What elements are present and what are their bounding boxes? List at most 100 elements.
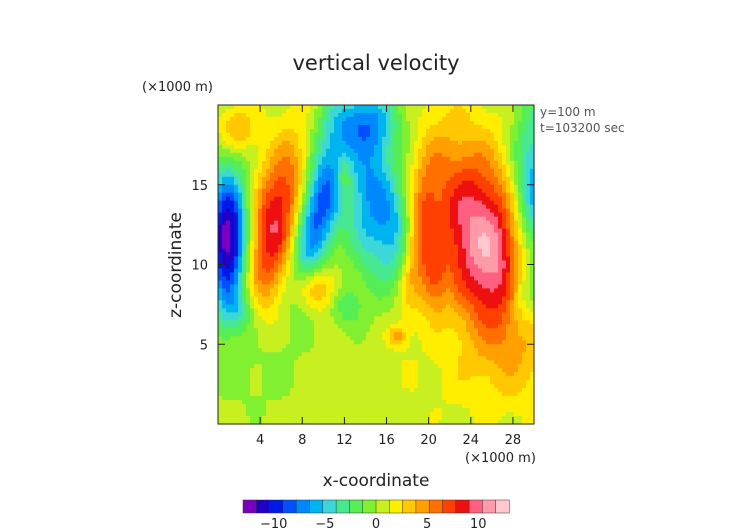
heatmap-cell	[270, 236, 275, 242]
heatmap-cell	[458, 324, 463, 329]
heatmap-cell	[250, 128, 255, 134]
heatmap-cell	[398, 232, 403, 238]
heatmap-cell	[430, 316, 435, 321]
heatmap-cell	[482, 352, 487, 357]
heatmap-cell	[378, 248, 383, 254]
heatmap-cell	[258, 356, 263, 361]
heatmap-cell	[258, 252, 263, 258]
heatmap-cell	[366, 164, 371, 170]
heatmap-cell	[514, 164, 519, 170]
heatmap-cell	[218, 196, 223, 202]
heatmap-cell	[454, 260, 459, 266]
heatmap-cell	[378, 276, 383, 282]
heatmap-cell	[506, 160, 511, 166]
heatmap-cell	[294, 272, 299, 278]
heatmap-cell	[222, 168, 227, 174]
heatmap-cell	[334, 204, 339, 210]
heatmap-cell	[306, 144, 311, 150]
heatmap-cell	[458, 348, 463, 353]
heatmap-cell	[446, 260, 451, 266]
heatmap-cell	[426, 132, 431, 138]
heatmap-cell	[250, 304, 255, 309]
heatmap-cell	[298, 284, 303, 290]
heatmap-cell	[474, 172, 479, 178]
heatmap-cell	[338, 164, 343, 170]
heatmap-cell	[526, 156, 531, 162]
heatmap-cell	[350, 244, 355, 250]
heatmap-cell	[498, 344, 503, 349]
heatmap-cell	[490, 228, 495, 234]
heatmap-cell	[470, 252, 475, 258]
heatmap-cell	[366, 200, 371, 206]
heatmap-cell	[522, 308, 527, 313]
heatmap-cell	[530, 236, 535, 242]
heatmap-cell	[318, 284, 323, 290]
heatmap-cell	[278, 244, 283, 250]
heatmap-cell	[474, 264, 479, 270]
heatmap-cell	[506, 276, 511, 282]
heatmap-cell	[246, 280, 251, 286]
heatmap-cell	[510, 136, 515, 142]
heatmap-cell	[262, 216, 267, 222]
heatmap-cell	[310, 264, 315, 270]
heatmap-cell	[410, 268, 415, 274]
heatmap-cell	[410, 236, 415, 242]
heatmap-cell	[290, 340, 295, 345]
heatmap-cell	[294, 268, 299, 274]
heatmap-cell	[438, 184, 443, 190]
heatmap-cell	[282, 200, 287, 206]
heatmap-cell	[286, 184, 291, 190]
heatmap-cell	[394, 192, 399, 198]
heatmap-cell	[250, 164, 255, 170]
heatmap-cell	[230, 208, 235, 214]
heatmap-cell	[470, 300, 475, 305]
heatmap-cell	[262, 340, 267, 345]
heatmap-cell	[430, 172, 435, 178]
heatmap-cell	[378, 220, 383, 226]
heatmap-cell	[486, 236, 491, 242]
heatmap-cell	[338, 180, 343, 186]
heatmap-cell	[410, 188, 415, 194]
heatmap-cell	[478, 152, 483, 158]
heatmap-cell	[258, 328, 263, 333]
heatmap-cell	[494, 304, 499, 309]
heatmap-cell	[470, 164, 475, 170]
heatmap-cell	[378, 132, 383, 138]
heatmap-cell	[250, 284, 255, 290]
heatmap-cell	[474, 220, 479, 226]
heatmap-cell	[378, 108, 383, 114]
heatmap-cell	[326, 120, 331, 126]
heatmap-cell	[470, 132, 475, 138]
heatmap-cell	[270, 105, 275, 110]
heatmap-cell	[358, 132, 363, 138]
heatmap-cell	[218, 292, 223, 297]
heatmap-cell	[306, 212, 311, 218]
heatmap-cell	[330, 180, 335, 186]
heatmap-cell	[398, 136, 403, 142]
heatmap-cell	[378, 196, 383, 202]
heatmap-cell	[302, 324, 307, 329]
heatmap-cell	[342, 160, 347, 166]
heatmap-cell	[370, 312, 375, 317]
heatmap-cell	[438, 340, 443, 345]
heatmap-cell	[510, 164, 515, 170]
heatmap-cell	[374, 280, 379, 286]
heatmap-cell	[406, 204, 411, 210]
heatmap-cell	[278, 316, 283, 321]
heatmap-cell	[390, 112, 395, 118]
heatmap-cell	[298, 256, 303, 262]
heatmap-cell	[394, 216, 399, 222]
heatmap-cell	[490, 344, 495, 349]
heatmap-cell	[270, 316, 275, 321]
heatmap-cell	[506, 348, 511, 353]
heatmap-cell	[230, 312, 235, 317]
heatmap-cell	[406, 116, 411, 122]
heatmap-cell	[486, 272, 491, 278]
heatmap-cell	[446, 108, 451, 114]
heatmap-cell	[382, 228, 387, 234]
heatmap-cell	[386, 268, 391, 274]
heatmap-cell	[442, 300, 447, 305]
heatmap-cell	[278, 132, 283, 138]
heatmap-cell	[254, 220, 259, 226]
heatmap-cell	[278, 356, 283, 361]
